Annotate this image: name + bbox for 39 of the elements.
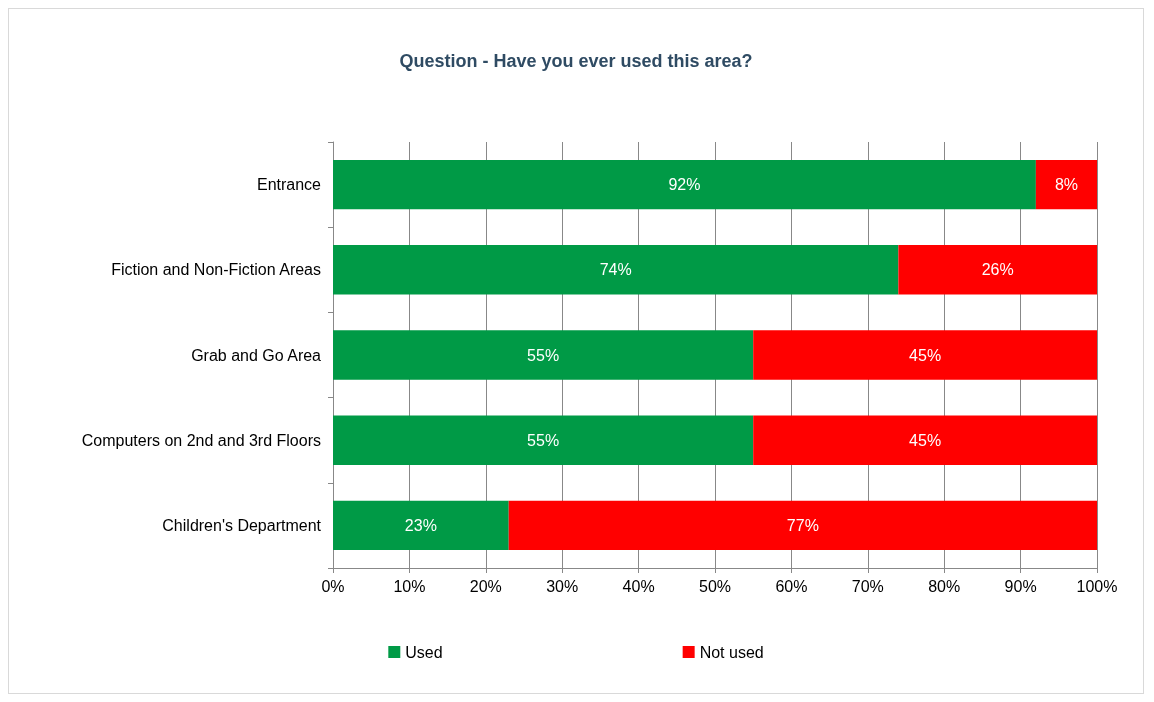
bar xyxy=(753,330,1097,380)
bar xyxy=(333,330,754,380)
legend-label: Not used xyxy=(699,643,764,661)
y-tick-label: Fiction and Non-Fiction Areas xyxy=(111,261,321,279)
x-tick-label: 20% xyxy=(469,577,502,595)
x-tick-label: 40% xyxy=(622,577,655,595)
x-tick-label: 70% xyxy=(851,577,884,595)
data-label: 74% xyxy=(599,261,632,279)
x-tick-label: 60% xyxy=(775,577,808,595)
bar xyxy=(1035,159,1097,210)
bar xyxy=(508,500,1097,551)
x-tick-label: 100% xyxy=(1076,577,1118,595)
x-tick-label: 80% xyxy=(928,577,961,595)
y-tick-label: Children's Department xyxy=(162,516,322,534)
y-tick-label: Computers on 2nd and 3rd Floors xyxy=(81,431,321,449)
bar xyxy=(898,245,1097,295)
data-label: 8% xyxy=(1054,176,1078,194)
bar xyxy=(753,415,1097,465)
data-label: 26% xyxy=(981,261,1014,279)
data-label: 45% xyxy=(909,431,942,449)
data-label: 55% xyxy=(527,346,560,364)
y-tick-label: Grab and Go Area xyxy=(191,346,322,364)
y-tick-label: Entrance xyxy=(256,176,322,194)
chart-title: Question - Have you ever used this area? xyxy=(399,51,753,71)
bar xyxy=(333,245,899,295)
legend-label: Used xyxy=(405,643,443,661)
bar xyxy=(333,415,754,465)
data-label: 23% xyxy=(404,516,437,534)
data-label: 92% xyxy=(668,176,701,194)
x-tick-label: 30% xyxy=(546,577,579,595)
bar xyxy=(333,500,509,551)
data-label: 77% xyxy=(786,516,819,534)
x-tick-label: 90% xyxy=(1004,577,1037,595)
data-label: 45% xyxy=(909,346,942,364)
x-tick-label: 10% xyxy=(393,577,426,595)
x-tick-label: 50% xyxy=(698,577,732,595)
data-label: 55% xyxy=(527,431,560,449)
x-tick-label: 0% xyxy=(321,577,345,595)
bar xyxy=(333,159,1036,210)
